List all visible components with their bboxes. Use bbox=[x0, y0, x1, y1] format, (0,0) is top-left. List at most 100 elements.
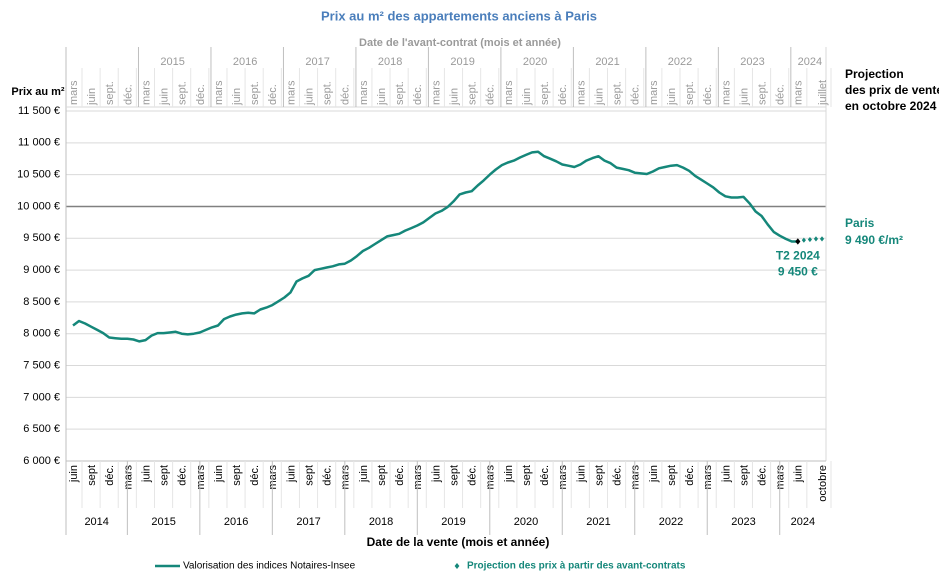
y-tick-label: 6 000 € bbox=[23, 455, 60, 467]
top-tick-label: déc. bbox=[195, 84, 207, 105]
top-tick-label: juin bbox=[86, 88, 98, 106]
x-tick-label: déc. bbox=[322, 465, 334, 486]
x-tick-label: déc. bbox=[539, 465, 551, 486]
top-tick-label: juin bbox=[159, 88, 171, 106]
y-tick-label: 6 500 € bbox=[23, 423, 60, 435]
x-tick-label: sept bbox=[159, 465, 171, 486]
x-tick-label: juin bbox=[285, 465, 297, 483]
x-axis-title: Date de la vente (mois et année) bbox=[367, 535, 550, 549]
side-note: des prix de vente bbox=[845, 83, 939, 97]
x-tick-label: mars bbox=[267, 465, 279, 490]
y-tick-label: 11 000 € bbox=[18, 137, 60, 149]
legend-label: Valorisation des indices Notaires-Insee bbox=[183, 561, 356, 572]
y-tick-label: 11 500 € bbox=[18, 105, 60, 117]
x-tick-label: sept bbox=[448, 465, 460, 486]
top-tick-label: mars bbox=[430, 80, 442, 105]
x-tick-label: juin bbox=[140, 465, 152, 483]
top-tick-label: mars bbox=[575, 80, 587, 105]
top-tick-label: sept. bbox=[539, 81, 551, 105]
top-tick-label: juin bbox=[521, 88, 533, 106]
x-tick-label: sept bbox=[738, 465, 750, 486]
x-tick-label: sept bbox=[86, 465, 98, 486]
legend-swatch bbox=[454, 563, 460, 569]
annotation-value: 9 450 € bbox=[778, 265, 818, 279]
top-tick-label: mars bbox=[793, 80, 805, 105]
annotation-title: T2 2024 bbox=[776, 249, 820, 263]
top-tick-label: juin bbox=[376, 88, 388, 106]
year-label: 2023 bbox=[731, 516, 755, 528]
top-tick-label: déc. bbox=[775, 84, 787, 105]
x-tick-label: juin bbox=[575, 465, 587, 483]
year-label: 2014 bbox=[84, 516, 108, 528]
top-year-label: 2018 bbox=[378, 56, 402, 68]
top-tick-label: sept. bbox=[249, 81, 261, 105]
top-year-label: 2020 bbox=[523, 56, 547, 68]
top-year-label: 2023 bbox=[740, 56, 764, 68]
top-tick-label: juin bbox=[303, 88, 315, 106]
y-tick-label: 9 500 € bbox=[23, 232, 60, 244]
side-note: Projection bbox=[845, 67, 904, 81]
x-tick-label: mars bbox=[340, 465, 352, 490]
x-tick-label: mars bbox=[775, 465, 787, 490]
top-tick-label: sept. bbox=[177, 81, 189, 105]
top-tick-label: sept. bbox=[684, 81, 696, 105]
x-tick-label: déc. bbox=[394, 465, 406, 486]
x-tick-label: déc. bbox=[467, 465, 479, 486]
y-tick-label: 8 500 € bbox=[23, 296, 60, 308]
top-tick-label: déc. bbox=[340, 84, 352, 105]
top-tick-label: sept. bbox=[612, 81, 624, 105]
x-tick-label: juin bbox=[720, 465, 732, 483]
top-tick-label: déc. bbox=[267, 84, 279, 105]
y-tick-label: 8 000 € bbox=[23, 328, 60, 340]
x-tick-label: mars bbox=[195, 465, 207, 490]
year-label: 2022 bbox=[659, 516, 683, 528]
top-tick-label: mars bbox=[358, 80, 370, 105]
top-tick-label: juillet bbox=[817, 80, 829, 106]
year-label: 2017 bbox=[296, 516, 320, 528]
top-year-label: 2024 bbox=[798, 56, 822, 68]
projection-point bbox=[819, 236, 825, 242]
top-year-label: 2019 bbox=[450, 56, 474, 68]
year-label: 2019 bbox=[441, 516, 465, 528]
top-tick-label: juin bbox=[231, 88, 243, 106]
y-tick-label: 10 500 € bbox=[17, 169, 60, 181]
year-label: 2015 bbox=[151, 516, 175, 528]
top-tick-label: mars bbox=[213, 80, 225, 105]
top-tick-label: déc. bbox=[630, 84, 642, 105]
y-axis-title: Prix au m² bbox=[11, 86, 65, 98]
top-tick-label: mars bbox=[503, 80, 515, 105]
projection-point bbox=[813, 236, 819, 242]
side-note: en octobre 2024 : bbox=[845, 99, 939, 113]
projection-point bbox=[801, 237, 806, 243]
top-tick-label: mars bbox=[140, 80, 152, 105]
top-tick-label: déc. bbox=[557, 84, 569, 105]
projection-name: Paris bbox=[845, 216, 875, 230]
top-tick-label: déc. bbox=[702, 84, 714, 105]
y-tick-label: 9 000 € bbox=[23, 264, 60, 276]
top-tick-label: juin bbox=[593, 88, 605, 106]
legend-label: Projection des prix à partir des avant-c… bbox=[467, 561, 686, 572]
x-tick-label: déc. bbox=[612, 465, 624, 486]
projection-point bbox=[807, 236, 812, 243]
top-tick-label: sept. bbox=[104, 81, 116, 105]
x-tick-label: sept bbox=[593, 465, 605, 486]
x-tick-label: mars bbox=[557, 465, 569, 490]
top-tick-label: mars bbox=[68, 80, 80, 105]
top-year-label: 2017 bbox=[305, 56, 329, 68]
y-tick-label: 7 500 € bbox=[23, 359, 60, 371]
year-label: 2020 bbox=[514, 516, 538, 528]
x-tick-label: mars bbox=[122, 465, 134, 490]
top-tick-label: mars bbox=[648, 80, 660, 105]
top-tick-label: juin bbox=[666, 88, 678, 106]
top-tick-label: sept. bbox=[467, 81, 479, 105]
x-tick-label: juin bbox=[213, 465, 225, 483]
x-tick-label: mars bbox=[485, 465, 497, 490]
x-tick-label: juin bbox=[793, 465, 805, 483]
year-label: 2021 bbox=[586, 516, 610, 528]
top-tick-label: sept. bbox=[322, 81, 334, 105]
x-tick-label: sept bbox=[521, 465, 533, 486]
top-year-label: 2016 bbox=[233, 56, 257, 68]
x-tick-label: déc. bbox=[104, 465, 116, 486]
x-tick-label: sept bbox=[303, 465, 315, 486]
